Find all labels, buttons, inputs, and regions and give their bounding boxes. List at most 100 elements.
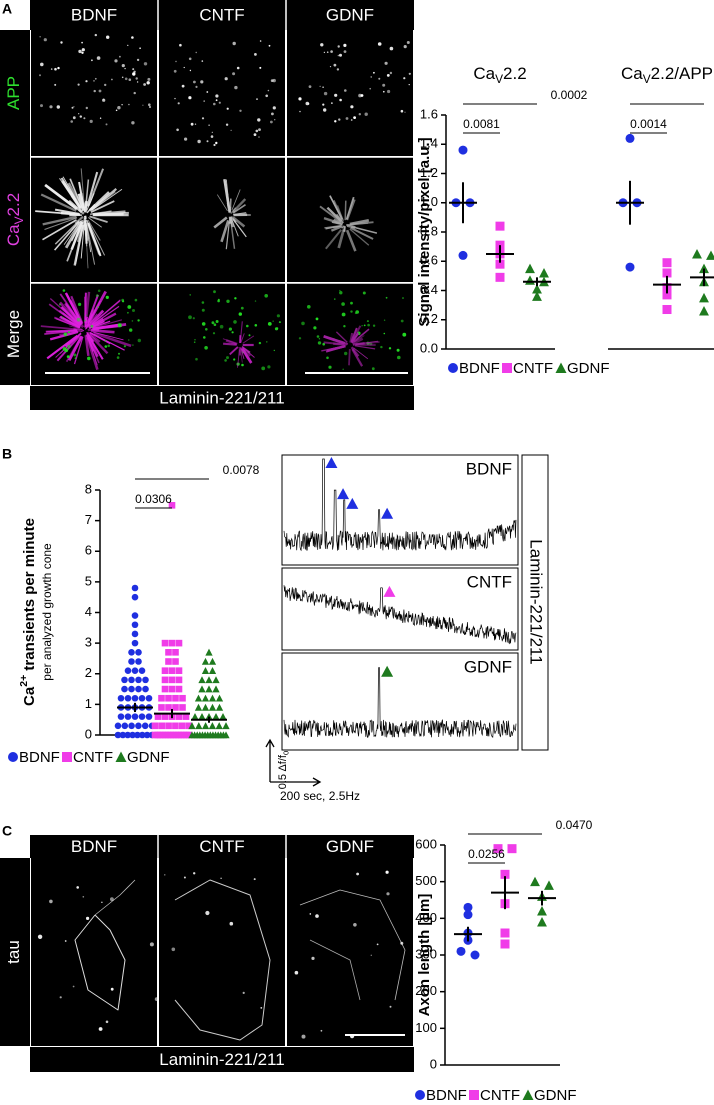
- speckle: [350, 301, 353, 305]
- fiber: [69, 325, 83, 330]
- speckle: [386, 74, 390, 77]
- fiber: [326, 206, 343, 223]
- fiber: [74, 215, 84, 225]
- fiber: [88, 217, 102, 228]
- speckle: [240, 306, 244, 310]
- speckle: [137, 319, 140, 322]
- speckle: [383, 319, 386, 321]
- micrograph: [287, 157, 413, 282]
- speckle: [215, 141, 218, 145]
- y-tick-label: 6: [85, 543, 92, 558]
- speckle: [323, 91, 328, 96]
- data-point: [165, 704, 172, 711]
- data-point: [135, 649, 142, 656]
- speckle: [195, 85, 198, 88]
- data-point: [208, 694, 217, 702]
- data-point: [208, 657, 217, 665]
- fiber: [88, 333, 109, 355]
- speckle: [343, 325, 346, 328]
- fiber: [86, 294, 99, 324]
- speckle: [307, 305, 311, 309]
- speckle: [60, 41, 63, 44]
- speckle: [105, 295, 109, 299]
- neurite: [309, 939, 361, 1001]
- speckle: [224, 359, 227, 362]
- data-point: [201, 657, 210, 665]
- speckle: [267, 89, 270, 92]
- fiber: [349, 222, 369, 226]
- fiber: [331, 221, 343, 226]
- speckle: [224, 77, 228, 81]
- data-point: [194, 694, 203, 702]
- fiber: [335, 213, 345, 224]
- y-axis-label: Signal intensity/pixel [a.u.]: [416, 137, 433, 326]
- speckle: [241, 363, 244, 367]
- fiber: [44, 183, 78, 211]
- speckle: [193, 80, 196, 84]
- speckle: [49, 899, 53, 904]
- speckle: [338, 118, 341, 121]
- y-tick-label: 0.4: [420, 282, 438, 297]
- data-point: [495, 272, 505, 282]
- speckle: [123, 345, 126, 348]
- speckle: [79, 115, 83, 118]
- speckle: [142, 104, 144, 106]
- speckle: [99, 117, 102, 119]
- data-point: [131, 667, 139, 674]
- data-point: [470, 950, 480, 960]
- speckle: [373, 71, 375, 74]
- speckle: [206, 140, 209, 143]
- data-point: [128, 676, 135, 684]
- fiber: [351, 337, 364, 345]
- speckle: [57, 66, 60, 70]
- legend-label: GDNF: [127, 749, 170, 766]
- data-point: [172, 694, 179, 702]
- speckle: [272, 106, 276, 110]
- speckle: [197, 139, 201, 144]
- y-tick-label: 8: [85, 481, 92, 496]
- y-tick-label: 0: [85, 726, 92, 741]
- fiber: [87, 309, 105, 328]
- data-point: [625, 133, 635, 143]
- speckle: [323, 108, 327, 112]
- event-marker: [381, 507, 394, 519]
- speckle: [254, 324, 258, 327]
- trace-frame: [281, 454, 519, 566]
- speckle: [201, 308, 205, 312]
- speckle: [117, 106, 121, 110]
- speckle: [387, 89, 391, 94]
- fiber: [232, 219, 247, 238]
- fiber: [77, 193, 86, 212]
- fiber: [92, 319, 123, 329]
- speckle: [404, 111, 406, 113]
- speckle: [37, 934, 43, 939]
- speckle: [61, 316, 64, 319]
- speckle: [376, 943, 379, 946]
- data-point: [530, 876, 540, 887]
- data-point: [205, 676, 213, 684]
- speckle: [397, 355, 401, 360]
- data-point: [179, 694, 186, 702]
- data-point: [212, 712, 220, 720]
- fiber: [90, 211, 111, 215]
- speckle: [268, 44, 271, 47]
- p-value: 0.0081: [463, 117, 500, 131]
- speckle: [135, 77, 138, 80]
- y-tick-label: 7: [85, 512, 92, 527]
- speckle: [259, 40, 262, 42]
- data-point: [165, 694, 172, 702]
- fiber: [351, 225, 378, 234]
- speckle: [320, 1029, 323, 1032]
- speckle: [265, 94, 269, 98]
- group-title: CaV2.2/APP: [621, 64, 713, 86]
- fiber: [80, 168, 85, 206]
- data-point: [145, 713, 153, 720]
- speckle: [74, 357, 77, 359]
- speckle: [317, 341, 322, 345]
- fiber: [354, 345, 376, 350]
- data-point: [699, 292, 709, 303]
- speckle: [276, 314, 280, 318]
- speckle: [378, 77, 381, 80]
- row-label: CaV2.2: [4, 193, 26, 246]
- fiber: [338, 339, 349, 346]
